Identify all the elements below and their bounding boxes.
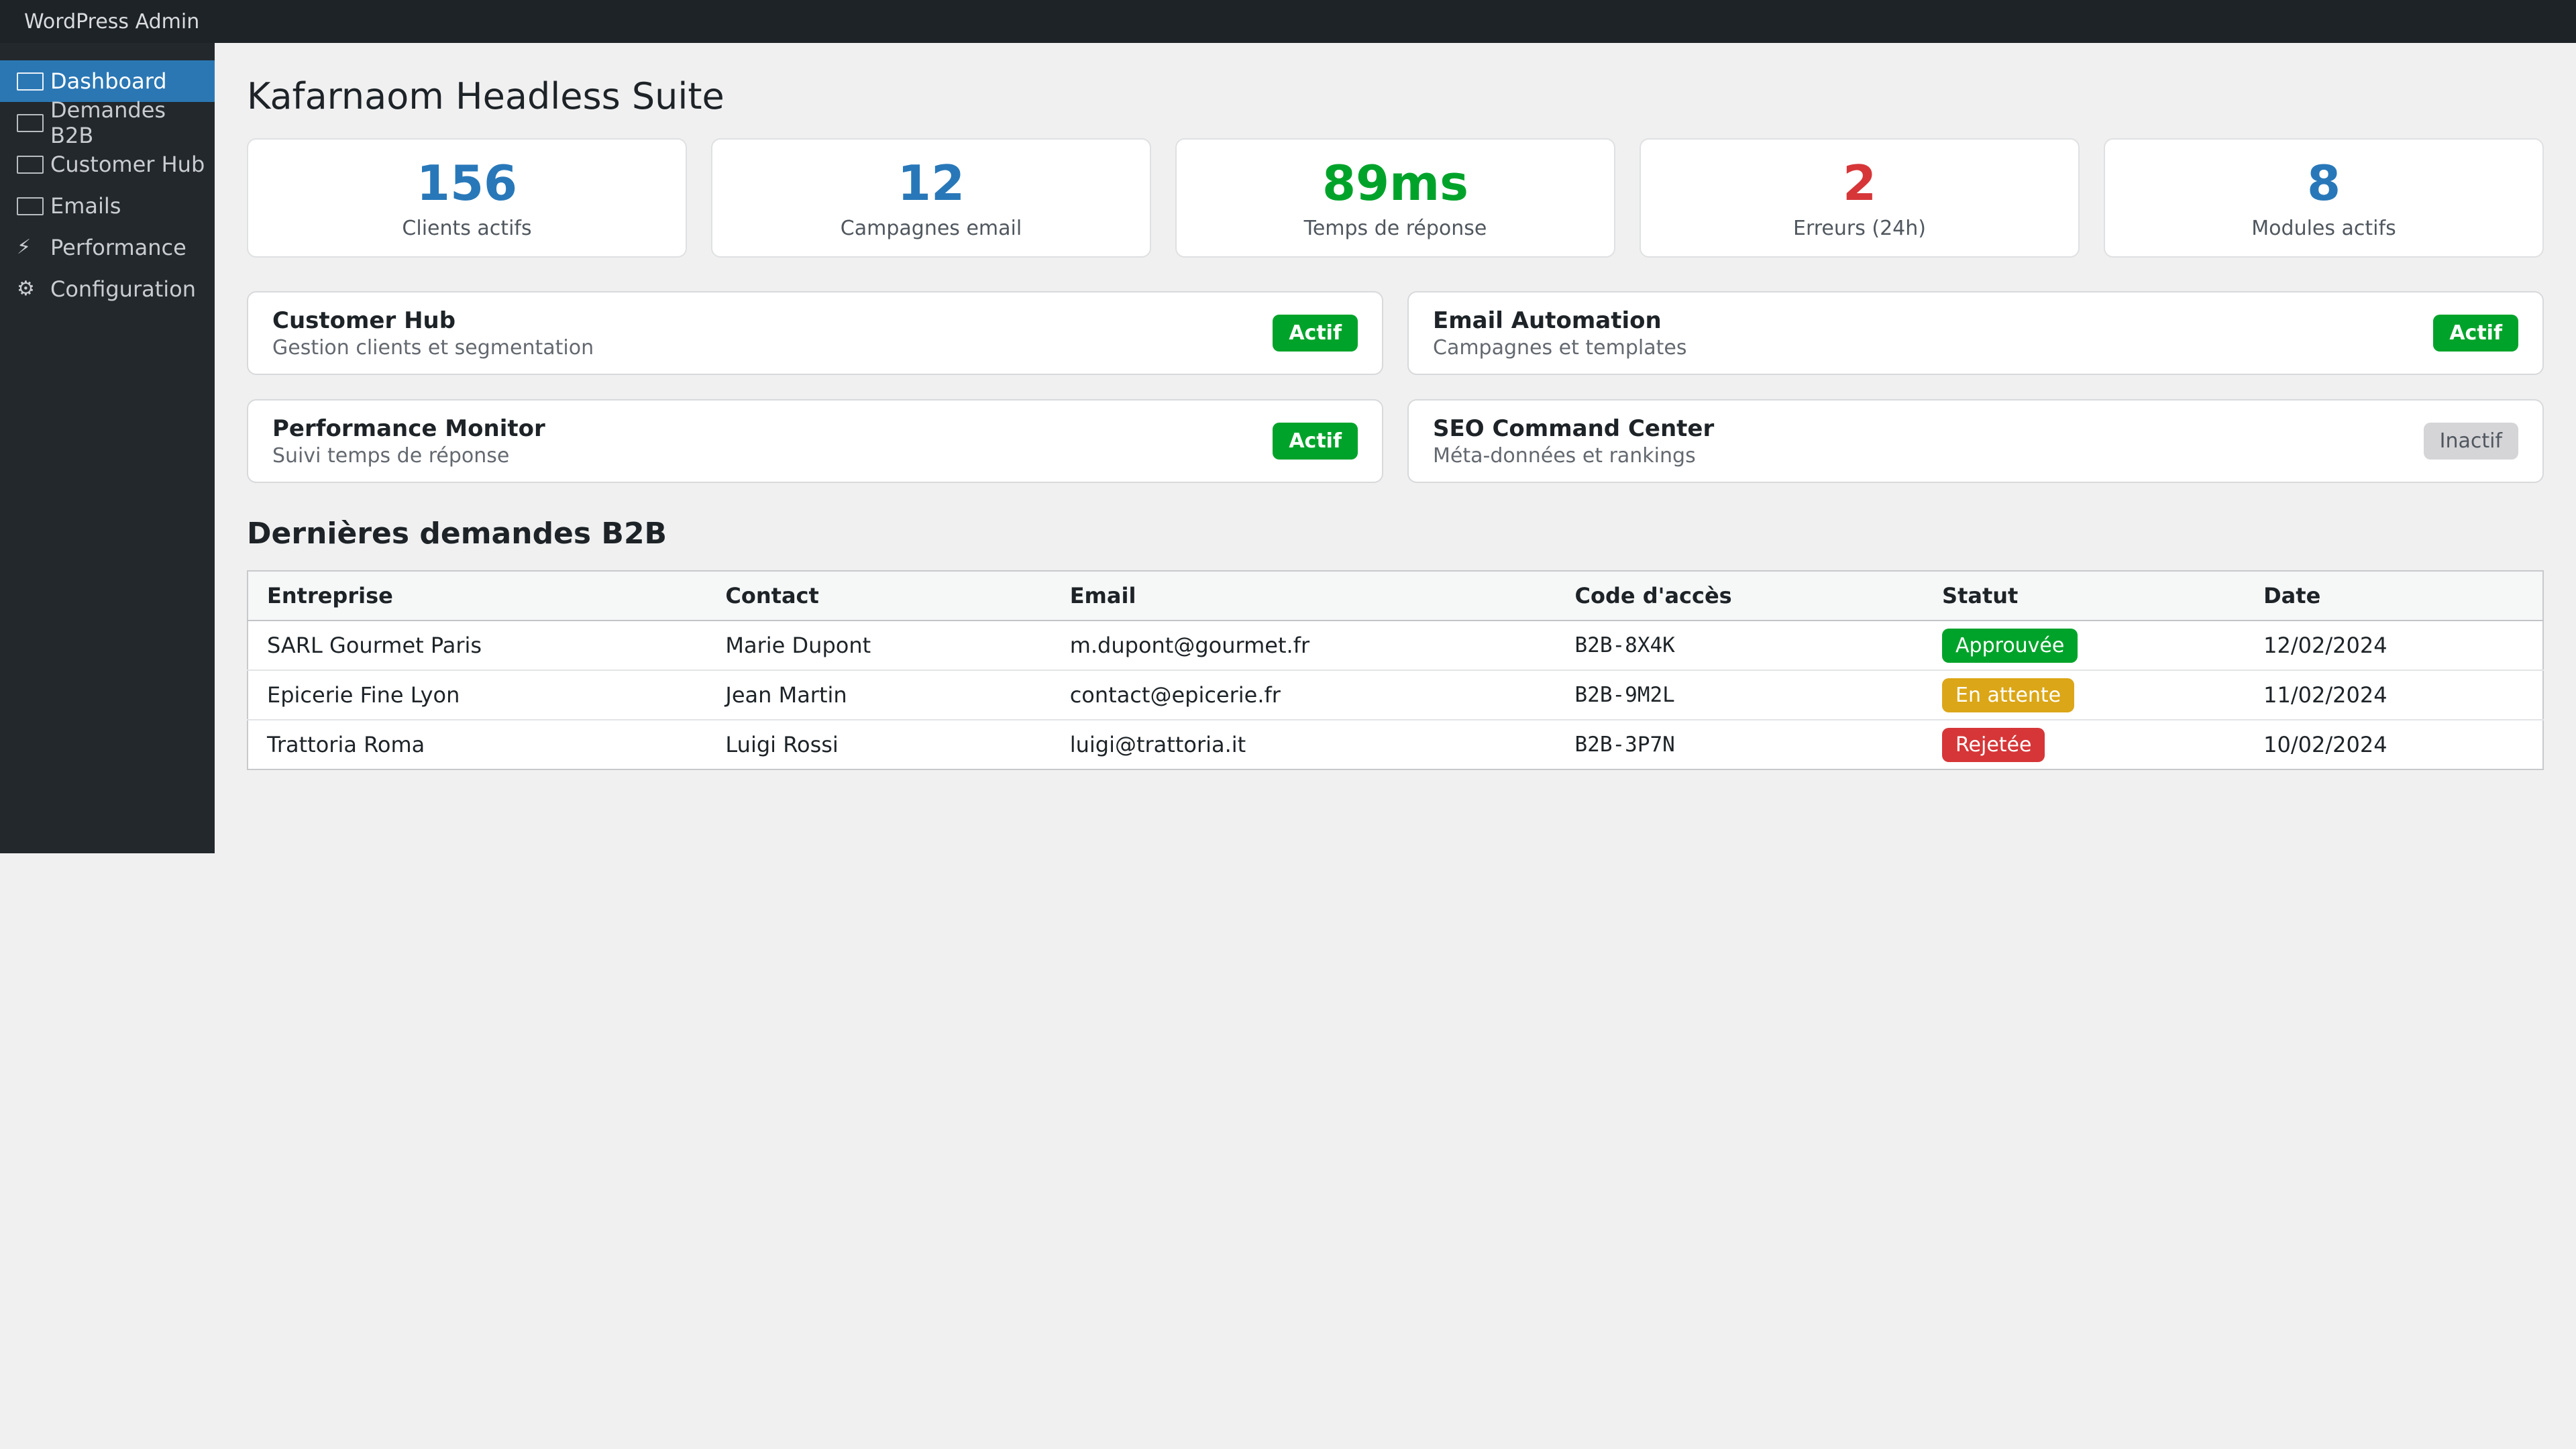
module-subtitle: Gestion clients et segmentation bbox=[272, 335, 594, 361]
table-row: SARL Gourmet Paris Marie Dupont m.dupont… bbox=[248, 621, 2543, 670]
stat-value: 12 bbox=[898, 156, 965, 210]
cell-statut: En attente bbox=[1923, 670, 2245, 720]
module-title: SEO Command Center bbox=[1433, 414, 1714, 443]
sidebar-item-label: Configuration bbox=[50, 276, 196, 302]
configuration-icon: ⚙ bbox=[17, 279, 44, 299]
stat-label: Clients actifs bbox=[402, 217, 531, 240]
sidebar-item-performance[interactable]: ⚡ Performance bbox=[0, 227, 215, 268]
cell-entreprise: Trattoria Roma bbox=[248, 720, 706, 769]
cell-code: B2B-3P7N bbox=[1556, 720, 1924, 769]
stat-value: 156 bbox=[417, 156, 517, 210]
sidebar-item-label: Customer Hub bbox=[50, 152, 205, 177]
cell-statut: Rejetée bbox=[1923, 720, 2245, 769]
module-status-badge: Actif bbox=[1273, 315, 1358, 352]
module-subtitle: Campagnes et templates bbox=[1433, 335, 1686, 361]
sidebar-item-configuration[interactable]: ⚙ Configuration bbox=[0, 268, 215, 310]
module-card-seo-command-center: SEO Command Center Méta-données et ranki… bbox=[1407, 399, 2544, 483]
module-status-badge: Inactif bbox=[2424, 423, 2518, 460]
module-card-customer-hub: Customer Hub Gestion clients et segmenta… bbox=[247, 291, 1383, 375]
performance-icon: ⚡ bbox=[17, 237, 44, 258]
sidebar-item-label: Demandes B2B bbox=[50, 97, 215, 148]
column-header-contact: Contact bbox=[706, 571, 1051, 621]
stat-card: 12 Campagnes email bbox=[711, 138, 1151, 258]
dashboard-icon bbox=[17, 72, 44, 91]
modules-grid: Customer Hub Gestion clients et segmenta… bbox=[247, 291, 2544, 483]
demandes-b2b-icon bbox=[17, 114, 44, 132]
column-header-email: Email bbox=[1051, 571, 1556, 621]
stat-label: Campagnes email bbox=[841, 217, 1022, 240]
module-subtitle: Méta-données et rankings bbox=[1433, 443, 1714, 469]
sidebar-item-demandes-b2b[interactable]: Demandes B2B bbox=[0, 102, 215, 144]
module-title: Customer Hub bbox=[272, 306, 594, 335]
module-subtitle: Suivi temps de réponse bbox=[272, 443, 545, 469]
b2b-table: Entreprise Contact Email Code d'accès St… bbox=[247, 570, 2544, 770]
stat-card: 2 Erreurs (24h) bbox=[1640, 138, 2080, 258]
status-badge: Approuvée bbox=[1942, 629, 2078, 663]
sidebar-item-label: Emails bbox=[50, 193, 121, 219]
module-text: Performance Monitor Suivi temps de répon… bbox=[272, 414, 545, 469]
cell-email: luigi@trattoria.it bbox=[1051, 720, 1556, 769]
main-content: Kafarnaom Headless Suite 156 Clients act… bbox=[215, 43, 2576, 853]
sidebar-item-label: Dashboard bbox=[50, 68, 167, 94]
module-title: Performance Monitor bbox=[272, 414, 545, 443]
status-badge: En attente bbox=[1942, 678, 2074, 712]
cell-entreprise: SARL Gourmet Paris bbox=[248, 621, 706, 670]
cell-code: B2B-9M2L bbox=[1556, 670, 1924, 720]
stat-card: 156 Clients actifs bbox=[247, 138, 687, 258]
cell-code: B2B-8X4K bbox=[1556, 621, 1924, 670]
topbar-title: WordPress Admin bbox=[24, 10, 199, 34]
cell-contact: Jean Martin bbox=[706, 670, 1051, 720]
stat-card: 8 Modules actifs bbox=[2104, 138, 2544, 258]
table-body: SARL Gourmet Paris Marie Dupont m.dupont… bbox=[248, 621, 2543, 769]
cell-date: 10/02/2024 bbox=[2245, 720, 2543, 769]
column-header-statut: Statut bbox=[1923, 571, 2245, 621]
module-text: Email Automation Campagnes et templates bbox=[1433, 306, 1686, 361]
cell-statut: Approuvée bbox=[1923, 621, 2245, 670]
cell-email: contact@epicerie.fr bbox=[1051, 670, 1556, 720]
stat-label: Temps de réponse bbox=[1304, 217, 1487, 240]
cell-date: 12/02/2024 bbox=[2245, 621, 2543, 670]
stat-value: 2 bbox=[1843, 156, 1876, 210]
table-header: Entreprise Contact Email Code d'accès St… bbox=[248, 571, 2543, 621]
column-header-date: Date bbox=[2245, 571, 2543, 621]
status-badge: Rejetée bbox=[1942, 728, 2045, 762]
stat-card: 89ms Temps de réponse bbox=[1175, 138, 1615, 258]
sidebar-item-dashboard[interactable]: Dashboard bbox=[0, 60, 215, 102]
app-layout: Dashboard Demandes B2B Customer Hub Emai… bbox=[0, 43, 2576, 853]
stat-label: Modules actifs bbox=[2251, 217, 2396, 240]
stats-row: 156 Clients actifs 12 Campagnes email 89… bbox=[247, 138, 2544, 258]
stat-label: Erreurs (24h) bbox=[1793, 217, 1926, 240]
module-card-email-automation: Email Automation Campagnes et templates … bbox=[1407, 291, 2544, 375]
stat-value: 89ms bbox=[1322, 156, 1468, 210]
module-text: Customer Hub Gestion clients et segmenta… bbox=[272, 306, 594, 361]
table-row: Trattoria Roma Luigi Rossi luigi@trattor… bbox=[248, 720, 2543, 769]
cell-contact: Luigi Rossi bbox=[706, 720, 1051, 769]
column-header-entreprise: Entreprise bbox=[248, 571, 706, 621]
sidebar: Dashboard Demandes B2B Customer Hub Emai… bbox=[0, 43, 215, 853]
sidebar-item-emails[interactable]: Emails bbox=[0, 185, 215, 227]
sidebar-item-label: Performance bbox=[50, 235, 186, 260]
module-title: Email Automation bbox=[1433, 306, 1686, 335]
page-title: Kafarnaom Headless Suite bbox=[247, 75, 2544, 118]
stat-value: 8 bbox=[2307, 156, 2341, 210]
module-card-performance-monitor: Performance Monitor Suivi temps de répon… bbox=[247, 399, 1383, 483]
emails-icon bbox=[17, 197, 44, 215]
table-row: Epicerie Fine Lyon Jean Martin contact@e… bbox=[248, 670, 2543, 720]
cell-date: 11/02/2024 bbox=[2245, 670, 2543, 720]
section-heading: Dernières demandes B2B bbox=[247, 517, 2544, 551]
cell-contact: Marie Dupont bbox=[706, 621, 1051, 670]
module-status-badge: Actif bbox=[1273, 423, 1358, 460]
module-status-badge: Actif bbox=[2433, 315, 2518, 352]
cell-email: m.dupont@gourmet.fr bbox=[1051, 621, 1556, 670]
topbar: WordPress Admin bbox=[0, 0, 2576, 43]
b2b-table-wrap: Entreprise Contact Email Code d'accès St… bbox=[247, 570, 2544, 770]
column-header-code: Code d'accès bbox=[1556, 571, 1924, 621]
module-text: SEO Command Center Méta-données et ranki… bbox=[1433, 414, 1714, 469]
sidebar-menu: Dashboard Demandes B2B Customer Hub Emai… bbox=[0, 60, 215, 310]
cell-entreprise: Epicerie Fine Lyon bbox=[248, 670, 706, 720]
customer-hub-icon bbox=[17, 156, 44, 174]
sidebar-item-customer-hub[interactable]: Customer Hub bbox=[0, 144, 215, 185]
